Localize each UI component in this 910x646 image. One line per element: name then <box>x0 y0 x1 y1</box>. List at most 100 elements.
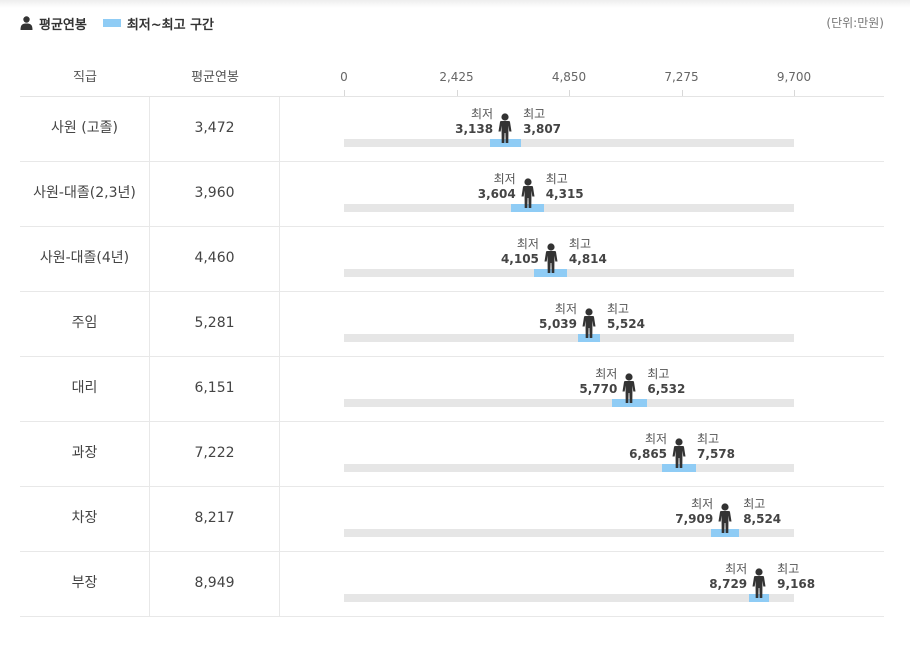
range-track <box>344 594 794 602</box>
min-title-label: 최저 <box>595 367 618 381</box>
range-bar <box>611 399 648 407</box>
avg-salary-cell: 6,151 <box>150 357 280 421</box>
max-title-label: 최고 <box>777 562 800 576</box>
grade-cell: 부장 <box>20 552 150 616</box>
min-value-label: 7,909 <box>675 512 714 526</box>
range-bar <box>511 204 545 212</box>
range-track <box>344 204 794 212</box>
x-axis: 0 2,425 4,850 7,275 9,700 <box>280 62 884 96</box>
legend-avg-label: 평균연봉 <box>39 17 87 33</box>
top-shadow <box>0 0 910 8</box>
avg-salary-cell: 8,949 <box>150 552 280 616</box>
legend: 평균연봉 최저~최고 구간 <box>20 13 214 33</box>
grade-cell: 사원-대졸(2,3년) <box>20 162 150 226</box>
table-body: 사원 (고졸) 3,472 최저 3,138 최고 3,807 사원-대졸(2,3년) 3,9… <box>20 97 884 617</box>
range-track <box>344 464 794 472</box>
range-chart: 최저 3,138 최고 3,807 <box>280 97 884 161</box>
range-chart: 최저 8,729 최고 9,168 <box>280 552 884 616</box>
x-tick-mark <box>681 90 683 96</box>
header-grade: 직급 <box>73 70 97 85</box>
range-chart: 최저 4,105 최고 4,814 <box>280 227 884 291</box>
max-value-label: 5,524 <box>606 317 645 331</box>
table-row: 사원-대졸(2,3년) 3,960 최저 3,604 최고 4,315 <box>20 162 884 227</box>
unit-label: (단위:만원) <box>826 16 884 30</box>
min-title-label: 최저 <box>644 432 668 446</box>
max-title-label: 최고 <box>523 107 546 121</box>
avg-salary-cell: 8,217 <box>150 487 280 551</box>
min-value-label: 3,604 <box>477 187 516 201</box>
avg-salary-cell: 7,222 <box>150 422 280 486</box>
min-title-label: 최저 <box>470 107 494 121</box>
max-value-label: 9,168 <box>777 577 816 591</box>
min-title-label: 최저 <box>554 302 577 316</box>
range-bar <box>489 139 521 147</box>
range-bar <box>710 529 740 537</box>
min-title-label: 최저 <box>516 237 539 251</box>
min-value-label: 5,039 <box>539 317 577 331</box>
x-tick-label: 4,850 <box>551 70 587 84</box>
min-value-label: 3,138 <box>455 122 494 136</box>
max-title-label: 최고 <box>568 237 591 251</box>
max-value-label: 4,315 <box>545 187 584 201</box>
grade-cell: 사원-대졸(4년) <box>20 227 150 291</box>
table-row: 주임 5,281 최저 5,039 최고 5,524 <box>20 292 884 357</box>
range-track <box>344 529 794 537</box>
range-bar <box>577 334 601 342</box>
max-value-label: 7,578 <box>697 447 735 461</box>
avg-person-marker-icon <box>621 373 637 403</box>
max-title-label: 최고 <box>743 497 766 511</box>
legend-range-swatch <box>102 19 121 27</box>
grade-cell: 사원 (고졸) <box>20 97 150 161</box>
range-track <box>344 269 794 277</box>
x-tick-mark <box>794 90 795 96</box>
x-tick-label: 7,275 <box>664 70 699 84</box>
max-title-label: 최고 <box>606 302 630 316</box>
avg-person-marker-icon <box>497 113 513 143</box>
range-chart: 최저 6,865 최고 7,578 <box>280 422 884 486</box>
range-chart: 최저 7,909 최고 8,524 <box>280 487 884 551</box>
max-title-label: 최고 <box>647 367 670 381</box>
range-chart: 최저 5,770 최고 6,532 <box>280 357 884 421</box>
avg-person-marker-icon <box>751 568 767 598</box>
min-title-label: 최저 <box>691 497 714 511</box>
range-chart: 최저 3,604 최고 4,315 <box>280 162 884 226</box>
max-value-label: 8,524 <box>743 512 782 526</box>
max-value-label: 4,814 <box>568 252 607 266</box>
avg-salary-cell: 3,960 <box>150 162 280 226</box>
x-tick-label: 0 <box>340 70 348 84</box>
max-title-label: 최고 <box>545 172 568 186</box>
table-row: 차장 8,217 최저 7,909 최고 8,524 <box>20 487 884 552</box>
min-title-label: 최저 <box>493 172 516 186</box>
table-row: 사원 (고졸) 3,472 최저 3,138 최고 3,807 <box>20 97 884 162</box>
avg-person-marker-icon <box>671 438 687 468</box>
range-bar <box>748 594 770 602</box>
x-tick-mark <box>456 90 458 96</box>
range-track <box>344 399 794 407</box>
min-value-label: 8,729 <box>709 577 748 591</box>
x-tick-mark <box>344 90 345 96</box>
header-avg: 평균연봉 <box>191 70 239 85</box>
table-row: 부장 8,949 최저 8,729 최고 9,168 <box>20 552 884 617</box>
avg-person-marker-icon <box>581 308 597 338</box>
grade-cell: 차장 <box>20 487 150 551</box>
range-bar <box>534 269 568 277</box>
x-tick-mark <box>569 90 570 96</box>
avg-salary-cell: 5,281 <box>150 292 280 356</box>
min-value-label: 5,770 <box>579 382 618 396</box>
table-header: 직급 평균연봉 0 2,425 4,850 7,275 9,700 <box>20 62 884 97</box>
grade-cell: 과장 <box>20 422 150 486</box>
min-title-label: 최저 <box>725 562 748 576</box>
person-icon <box>20 16 33 30</box>
range-track <box>344 334 794 342</box>
legend-range-label: 최저~최고 구간 <box>126 17 215 33</box>
avg-salary-cell: 4,460 <box>150 227 280 291</box>
avg-person-marker-icon <box>520 178 536 208</box>
table-row: 사원-대졸(4년) 4,460 최저 4,105 최고 4,814 <box>20 227 884 292</box>
avg-salary-cell: 3,472 <box>150 97 280 161</box>
max-title-label: 최고 <box>697 432 720 446</box>
avg-person-marker-icon <box>717 503 733 533</box>
range-bar <box>662 464 696 472</box>
range-track <box>344 139 794 147</box>
min-value-label: 6,865 <box>629 447 668 461</box>
x-tick-label: 9,700 <box>776 70 812 84</box>
